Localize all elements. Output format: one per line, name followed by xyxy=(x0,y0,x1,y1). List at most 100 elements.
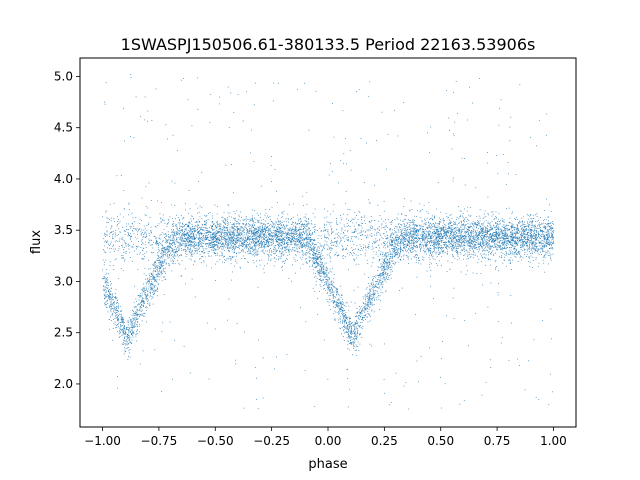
data-point xyxy=(265,244,266,246)
data-point xyxy=(389,404,391,406)
data-point xyxy=(348,326,350,328)
data-point xyxy=(511,269,512,270)
data-point xyxy=(364,295,366,297)
data-point xyxy=(243,238,244,240)
data-point xyxy=(129,326,131,328)
data-point xyxy=(282,254,284,256)
data-point xyxy=(224,227,225,229)
data-point xyxy=(359,311,360,313)
data-point xyxy=(363,316,365,318)
data-point xyxy=(478,233,480,234)
data-point xyxy=(213,245,215,247)
data-point xyxy=(121,335,123,336)
data-point xyxy=(250,129,252,131)
data-point xyxy=(504,254,506,255)
data-point xyxy=(434,250,435,252)
data-point xyxy=(281,240,283,242)
data-point xyxy=(329,256,331,258)
data-point xyxy=(128,343,130,344)
data-point xyxy=(446,245,448,247)
data-point xyxy=(438,228,440,229)
data-point xyxy=(468,214,470,216)
data-point xyxy=(266,230,267,231)
data-point xyxy=(145,215,147,216)
data-point xyxy=(326,275,327,277)
data-point xyxy=(111,298,113,300)
data-point xyxy=(327,274,328,276)
data-point xyxy=(441,250,443,252)
data-point xyxy=(153,265,155,267)
data-point xyxy=(216,238,218,240)
data-point xyxy=(446,234,447,236)
data-point xyxy=(255,265,257,267)
data-point xyxy=(266,254,268,256)
data-point xyxy=(491,229,492,230)
data-point xyxy=(501,240,503,242)
data-point xyxy=(197,245,199,247)
data-point xyxy=(256,229,258,231)
data-point xyxy=(184,234,185,236)
data-point xyxy=(105,274,107,276)
data-point xyxy=(535,234,536,235)
data-point xyxy=(465,232,467,234)
data-point xyxy=(173,255,175,257)
data-point xyxy=(262,227,263,229)
data-point xyxy=(193,218,195,220)
data-point xyxy=(408,236,410,238)
data-point xyxy=(130,74,131,75)
data-point xyxy=(227,257,229,259)
data-point xyxy=(340,217,342,219)
data-point xyxy=(276,222,278,224)
data-point xyxy=(508,173,509,175)
chart-title: 1SWASPJ150506.61-380133.5 Period 22163.5… xyxy=(121,35,536,54)
data-point xyxy=(383,267,385,269)
data-point xyxy=(407,218,409,220)
data-point xyxy=(186,223,188,225)
data-point xyxy=(433,225,435,227)
data-point xyxy=(281,242,283,243)
data-point xyxy=(348,323,350,325)
data-point xyxy=(521,217,523,219)
data-point xyxy=(184,244,186,246)
data-point xyxy=(398,223,400,224)
data-point xyxy=(461,234,462,236)
data-point xyxy=(443,226,444,228)
data-point xyxy=(187,247,189,249)
data-point xyxy=(339,327,341,329)
data-point xyxy=(341,307,342,309)
data-point xyxy=(146,293,148,295)
data-point xyxy=(351,253,352,255)
data-point xyxy=(174,262,176,264)
data-point xyxy=(120,324,121,326)
data-point xyxy=(133,312,135,314)
data-point xyxy=(306,243,308,245)
data-point xyxy=(534,226,536,228)
data-point xyxy=(402,250,404,252)
data-point xyxy=(550,210,552,212)
data-point xyxy=(255,240,257,242)
data-point xyxy=(325,284,327,286)
data-point xyxy=(438,231,440,233)
data-point xyxy=(514,236,516,238)
data-point xyxy=(147,277,148,279)
data-point xyxy=(336,305,337,306)
data-point xyxy=(334,241,336,242)
data-point xyxy=(257,339,259,341)
data-point xyxy=(264,265,265,267)
data-point xyxy=(447,222,449,224)
data-point xyxy=(465,228,467,230)
data-point xyxy=(157,267,158,269)
data-point xyxy=(358,210,360,212)
data-point xyxy=(276,235,278,237)
data-point xyxy=(274,248,276,250)
data-point xyxy=(214,241,216,242)
data-point xyxy=(248,230,250,232)
data-point xyxy=(194,230,196,232)
data-point xyxy=(280,258,282,260)
data-point xyxy=(410,230,412,232)
data-point xyxy=(121,325,122,327)
data-point xyxy=(168,242,170,244)
data-point xyxy=(227,233,229,234)
data-point xyxy=(252,209,254,211)
data-point xyxy=(288,221,289,223)
